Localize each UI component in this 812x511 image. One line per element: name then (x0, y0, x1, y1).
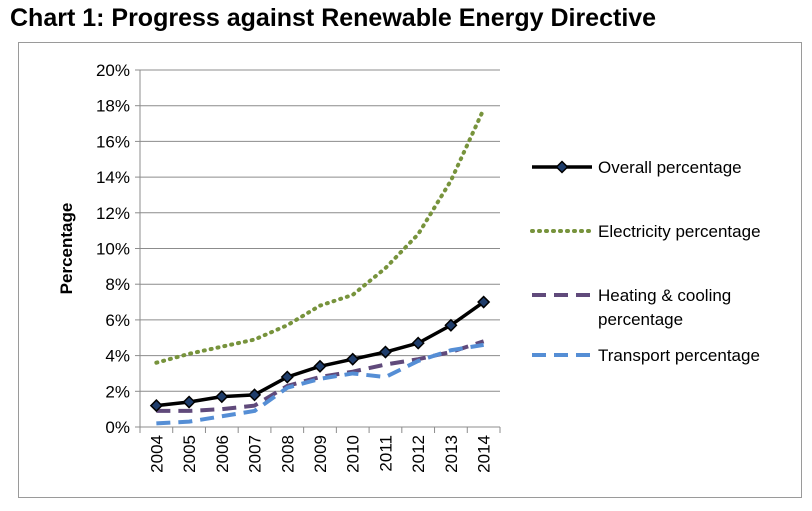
series-line (154, 107, 486, 365)
legend-marker (555, 160, 569, 174)
series-line (156, 342, 484, 426)
data-point (411, 336, 425, 350)
x-tick-label: 2013 (442, 435, 461, 473)
x-tick-label: 2005 (180, 435, 199, 473)
legend-label: Electricity percentage (598, 222, 761, 241)
legend-label-line: Overall percentage (598, 158, 742, 177)
legend-label-line: Transport percentage (598, 346, 760, 365)
legend-label: Heating & cooling percentage (598, 286, 731, 329)
data-point (444, 318, 458, 332)
chart-frame (18, 42, 802, 498)
data-point (280, 370, 294, 384)
data-point (477, 295, 491, 309)
x-tick-label: 2011 (376, 435, 395, 472)
legend-label-line: Heating & cooling (598, 286, 731, 305)
chart-title: Chart 1: Progress against Renewable Ener… (10, 4, 657, 32)
y-tick-label: 18% (96, 97, 130, 116)
y-tick-label: 12% (96, 204, 130, 223)
x-tick-label: 2007 (246, 435, 265, 473)
y-tick-label: 20% (96, 61, 130, 80)
data-point (378, 345, 393, 359)
legend-label-line: percentage (598, 310, 683, 329)
y-axis-title: Percentage (57, 203, 76, 295)
data-point (182, 395, 196, 409)
series-line (156, 339, 485, 413)
data-point (346, 352, 360, 366)
y-tick-label: 6% (105, 311, 130, 330)
x-tick-label: 2014 (475, 435, 494, 473)
y-tick-label: 0% (105, 418, 130, 437)
legend-label-line: Electricity percentage (598, 222, 761, 241)
x-tick-label: 2012 (409, 435, 428, 473)
data-point (313, 359, 327, 373)
x-tick-label: 2009 (311, 435, 330, 473)
x-tick-label: 2008 (278, 435, 297, 473)
legend-label: Transport percentage (598, 346, 760, 365)
x-tick-label: 2010 (344, 435, 363, 473)
data-point (215, 390, 229, 404)
y-tick-label: 16% (96, 132, 130, 151)
x-tick-label: 2004 (147, 435, 166, 473)
y-tick-label: 8% (105, 275, 130, 294)
y-tick-label: 2% (105, 382, 130, 401)
legend-label: Overall percentage (598, 158, 742, 177)
y-tick-label: 4% (105, 347, 130, 366)
x-tick-label: 2006 (213, 435, 232, 473)
y-tick-label: 10% (96, 240, 130, 259)
data-point (149, 399, 163, 413)
data-point (247, 388, 262, 402)
y-tick-label: 14% (96, 168, 130, 187)
